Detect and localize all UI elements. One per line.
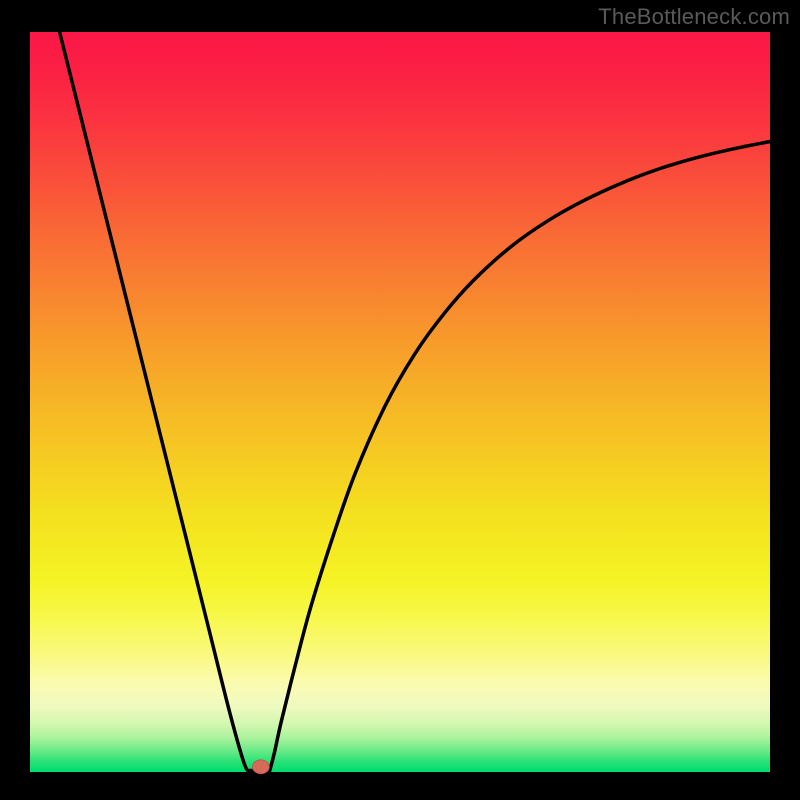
watermark-text: TheBottleneck.com bbox=[598, 4, 790, 30]
optimum-marker bbox=[252, 760, 269, 774]
bottleneck-chart bbox=[0, 0, 800, 800]
plot-area bbox=[30, 32, 770, 772]
chart-stage: TheBottleneck.com bbox=[0, 0, 800, 800]
